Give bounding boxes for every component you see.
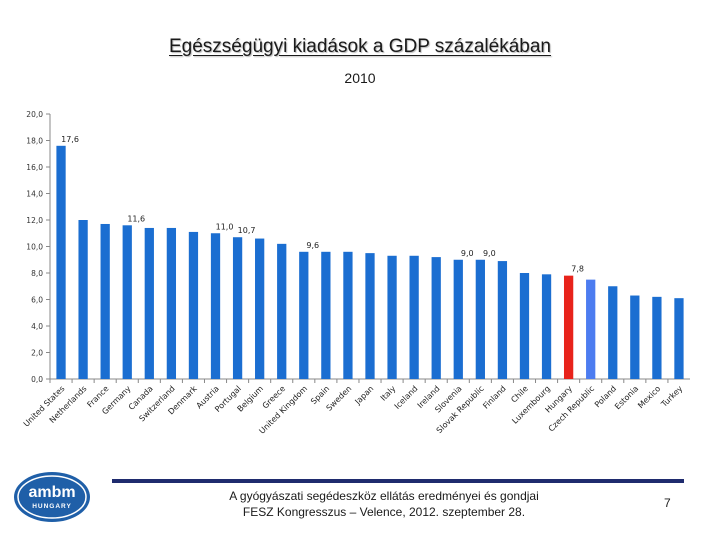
bar-spain <box>321 251 331 379</box>
bar-portugal <box>232 237 243 379</box>
x-tick-label: Mexico <box>636 384 662 410</box>
bar-czech-republic <box>586 279 596 379</box>
bar-switzerland <box>166 227 177 379</box>
y-tick-label: 6,0 <box>31 296 43 305</box>
bar-japan <box>365 253 375 379</box>
bar-denmark <box>188 231 199 379</box>
data-label: 9,6 <box>306 241 319 250</box>
bar-greece <box>277 243 287 379</box>
bar-netherlands <box>78 220 88 379</box>
data-label: 9,0 <box>483 249 496 258</box>
x-tick-label: Finland <box>481 384 508 411</box>
y-tick-label: 10,0 <box>26 243 43 252</box>
page-number: 7 <box>664 496 671 510</box>
bar-belgium <box>255 238 265 379</box>
y-tick-label: 14,0 <box>26 190 43 199</box>
y-tick-label: 20,0 <box>26 110 43 119</box>
y-tick-label: 18,0 <box>26 137 43 146</box>
bar-slovak-republic <box>475 259 485 379</box>
data-label: 11,0 <box>216 222 234 231</box>
x-tick-label: Italy <box>379 384 398 403</box>
y-tick-label: 2,0 <box>31 349 43 358</box>
slide-subtitle: 2010 <box>344 70 376 86</box>
y-tick-label: 4,0 <box>31 322 43 331</box>
y-tick-label: 16,0 <box>26 163 43 172</box>
slide-title: Egészségügyi kiadások a GDP százalékában <box>169 36 551 57</box>
bar-italy <box>387 255 397 379</box>
bar-iceland <box>409 255 419 379</box>
bar-slovenia <box>453 259 463 379</box>
bar-estonia <box>630 295 640 379</box>
y-tick-label: 12,0 <box>26 216 43 225</box>
x-tick-label: Turkey <box>659 384 685 410</box>
health-spending-bar-chart: 0,02,04,06,08,010,012,014,016,018,020,0U… <box>22 110 690 436</box>
y-tick-label: 0,0 <box>31 375 43 384</box>
bar-finland <box>497 261 508 379</box>
bar-luxembourg <box>541 274 552 379</box>
footer-line-1: A gyógyászati segédeszköz ellátás eredmé… <box>229 489 539 503</box>
bar-austria <box>210 233 221 379</box>
data-label: 10,7 <box>238 226 256 235</box>
bar-canada <box>144 227 154 379</box>
logo-text: ambm <box>28 484 75 501</box>
footer-line-2: FESZ Kongresszus – Velence, 2012. szepte… <box>242 505 526 519</box>
bar-united-states <box>56 145 66 379</box>
bar-united-kingdom <box>299 251 309 379</box>
bar-hungary <box>563 275 574 379</box>
x-tick-label: Estonia <box>613 384 640 411</box>
bar-poland <box>608 286 618 379</box>
bar-france <box>100 223 110 379</box>
data-label: 9,0 <box>461 249 474 258</box>
data-label: 17,6 <box>61 135 79 144</box>
bar-sweden <box>343 251 353 379</box>
bar-germany <box>122 225 132 379</box>
bar-ireland <box>431 257 441 379</box>
data-label: 11,6 <box>127 214 145 223</box>
y-tick-label: 8,0 <box>31 269 43 278</box>
data-label: 7,8 <box>571 265 584 274</box>
x-tick-label: Iceland <box>393 384 420 411</box>
bar-mexico <box>652 296 662 379</box>
ambm-hungary-logo: ambm HUNGARY <box>14 472 90 522</box>
footer-text: A gyógyászati segédeszköz ellátás eredmé… <box>150 488 618 520</box>
bar-turkey <box>674 298 684 379</box>
logo-subtext: HUNGARY <box>32 503 72 510</box>
footer-divider <box>112 479 684 483</box>
x-tick-label: Japan <box>353 384 376 407</box>
bar-chile <box>519 273 530 379</box>
